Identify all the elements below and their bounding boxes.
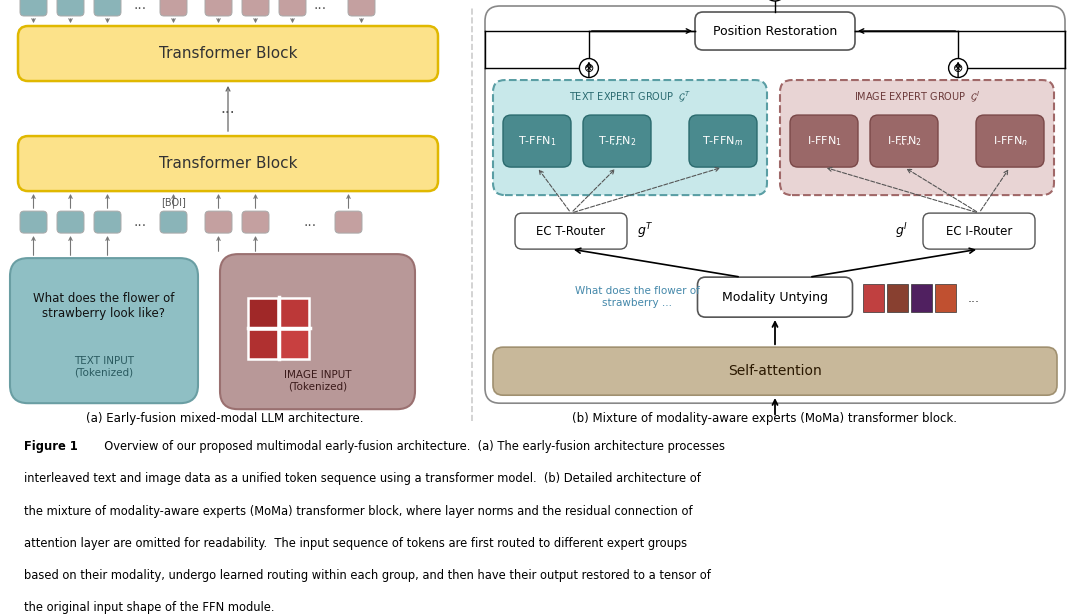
Text: (b) Mixture of modality-aware experts (MoMa) transformer block.: (b) Mixture of modality-aware experts (M…: [572, 411, 958, 424]
FancyBboxPatch shape: [923, 213, 1035, 249]
FancyBboxPatch shape: [870, 115, 939, 167]
FancyBboxPatch shape: [57, 0, 84, 16]
FancyBboxPatch shape: [205, 0, 232, 16]
FancyBboxPatch shape: [279, 298, 309, 328]
Text: the mixture of modality-aware experts (MoMa) transformer block, where layer norm: the mixture of modality-aware experts (M…: [24, 505, 692, 517]
FancyBboxPatch shape: [220, 254, 415, 409]
FancyBboxPatch shape: [205, 211, 232, 233]
Text: Transformer Block: Transformer Block: [159, 156, 297, 171]
Text: attention layer are omitted for readability.  The input sequence of tokens are f: attention layer are omitted for readabil…: [24, 537, 687, 549]
Text: I-FFN$_n$: I-FFN$_n$: [993, 134, 1027, 148]
Text: Overview of our proposed multimodal early-fusion architecture.  (a) The early-fu: Overview of our proposed multimodal earl…: [97, 440, 725, 453]
Text: ⊗: ⊗: [583, 62, 594, 75]
FancyBboxPatch shape: [780, 80, 1054, 195]
FancyBboxPatch shape: [910, 284, 932, 312]
FancyBboxPatch shape: [934, 284, 956, 312]
Text: $g^T$: $g^T$: [637, 221, 653, 241]
Text: T-FFN$_2$: T-FFN$_2$: [598, 134, 636, 148]
Text: ...: ...: [897, 134, 910, 148]
FancyBboxPatch shape: [279, 329, 309, 359]
FancyBboxPatch shape: [863, 284, 883, 312]
FancyBboxPatch shape: [503, 115, 571, 167]
Text: ...: ...: [134, 0, 147, 12]
Text: EC T-Router: EC T-Router: [537, 225, 606, 238]
FancyBboxPatch shape: [18, 26, 438, 81]
FancyBboxPatch shape: [21, 211, 48, 233]
FancyBboxPatch shape: [248, 298, 278, 328]
Text: What does the flower of
strawberry look like?: What does the flower of strawberry look …: [33, 292, 175, 320]
Text: Transformer Block: Transformer Block: [159, 46, 297, 61]
FancyBboxPatch shape: [492, 80, 767, 195]
Text: TEXT EXPERT GROUP  $\mathcal{G}^T$: TEXT EXPERT GROUP $\mathcal{G}^T$: [569, 89, 691, 103]
FancyBboxPatch shape: [160, 211, 187, 233]
Text: Position Restoration: Position Restoration: [713, 25, 837, 38]
FancyBboxPatch shape: [696, 12, 855, 50]
Circle shape: [948, 59, 968, 78]
Text: I-FFN$_1$: I-FFN$_1$: [807, 134, 841, 148]
Text: ...: ...: [968, 291, 980, 305]
Circle shape: [764, 0, 786, 1]
Text: EC I-Router: EC I-Router: [946, 225, 1012, 238]
FancyBboxPatch shape: [242, 211, 269, 233]
Text: Self-attention: Self-attention: [728, 364, 822, 378]
FancyBboxPatch shape: [10, 258, 198, 403]
FancyBboxPatch shape: [160, 0, 187, 16]
Text: ...: ...: [610, 134, 623, 148]
Text: $g^I$: $g^I$: [894, 221, 907, 241]
Text: Modality Untying: Modality Untying: [723, 291, 828, 304]
FancyBboxPatch shape: [18, 136, 438, 191]
FancyBboxPatch shape: [94, 211, 121, 233]
Text: (a) Early-fusion mixed-modal LLM architecture.: (a) Early-fusion mixed-modal LLM archite…: [86, 411, 364, 424]
FancyBboxPatch shape: [279, 0, 306, 16]
Circle shape: [579, 59, 598, 78]
FancyBboxPatch shape: [242, 0, 269, 16]
Text: IMAGE EXPERT GROUP  $\mathcal{G}^I$: IMAGE EXPERT GROUP $\mathcal{G}^I$: [854, 89, 980, 103]
Text: T-FFN$_1$: T-FFN$_1$: [518, 134, 556, 148]
FancyBboxPatch shape: [789, 115, 858, 167]
FancyBboxPatch shape: [492, 347, 1057, 395]
FancyBboxPatch shape: [248, 329, 278, 359]
Text: IMAGE INPUT
(Tokenized): IMAGE INPUT (Tokenized): [284, 370, 351, 392]
Text: TEXT INPUT
(Tokenized): TEXT INPUT (Tokenized): [75, 356, 134, 378]
Text: What does the flower of
strawberry ...: What does the flower of strawberry ...: [575, 286, 700, 308]
FancyBboxPatch shape: [887, 284, 907, 312]
FancyBboxPatch shape: [976, 115, 1044, 167]
Text: I-FFN$_2$: I-FFN$_2$: [887, 134, 921, 148]
FancyBboxPatch shape: [348, 0, 375, 16]
FancyBboxPatch shape: [515, 213, 627, 249]
FancyBboxPatch shape: [57, 211, 84, 233]
Text: T-FFN$_m$: T-FFN$_m$: [702, 134, 743, 148]
FancyBboxPatch shape: [21, 0, 48, 16]
FancyBboxPatch shape: [698, 277, 852, 317]
Text: ...: ...: [134, 215, 147, 229]
Text: ...: ...: [220, 101, 235, 116]
FancyBboxPatch shape: [583, 115, 651, 167]
Text: Figure 1: Figure 1: [24, 440, 78, 453]
FancyBboxPatch shape: [335, 211, 362, 233]
FancyBboxPatch shape: [94, 0, 121, 16]
Text: [BOI]: [BOI]: [161, 197, 186, 207]
Text: the original input shape of the FFN module.: the original input shape of the FFN modu…: [24, 601, 274, 614]
Text: ...: ...: [303, 215, 316, 229]
FancyBboxPatch shape: [689, 115, 757, 167]
Text: interleaved text and image data as a unified token sequence using a transformer : interleaved text and image data as a uni…: [24, 472, 701, 485]
Text: ⊗: ⊗: [953, 62, 963, 75]
Text: ...: ...: [313, 0, 326, 12]
Text: based on their modality, undergo learned routing within each group, and then hav: based on their modality, undergo learned…: [24, 569, 711, 582]
